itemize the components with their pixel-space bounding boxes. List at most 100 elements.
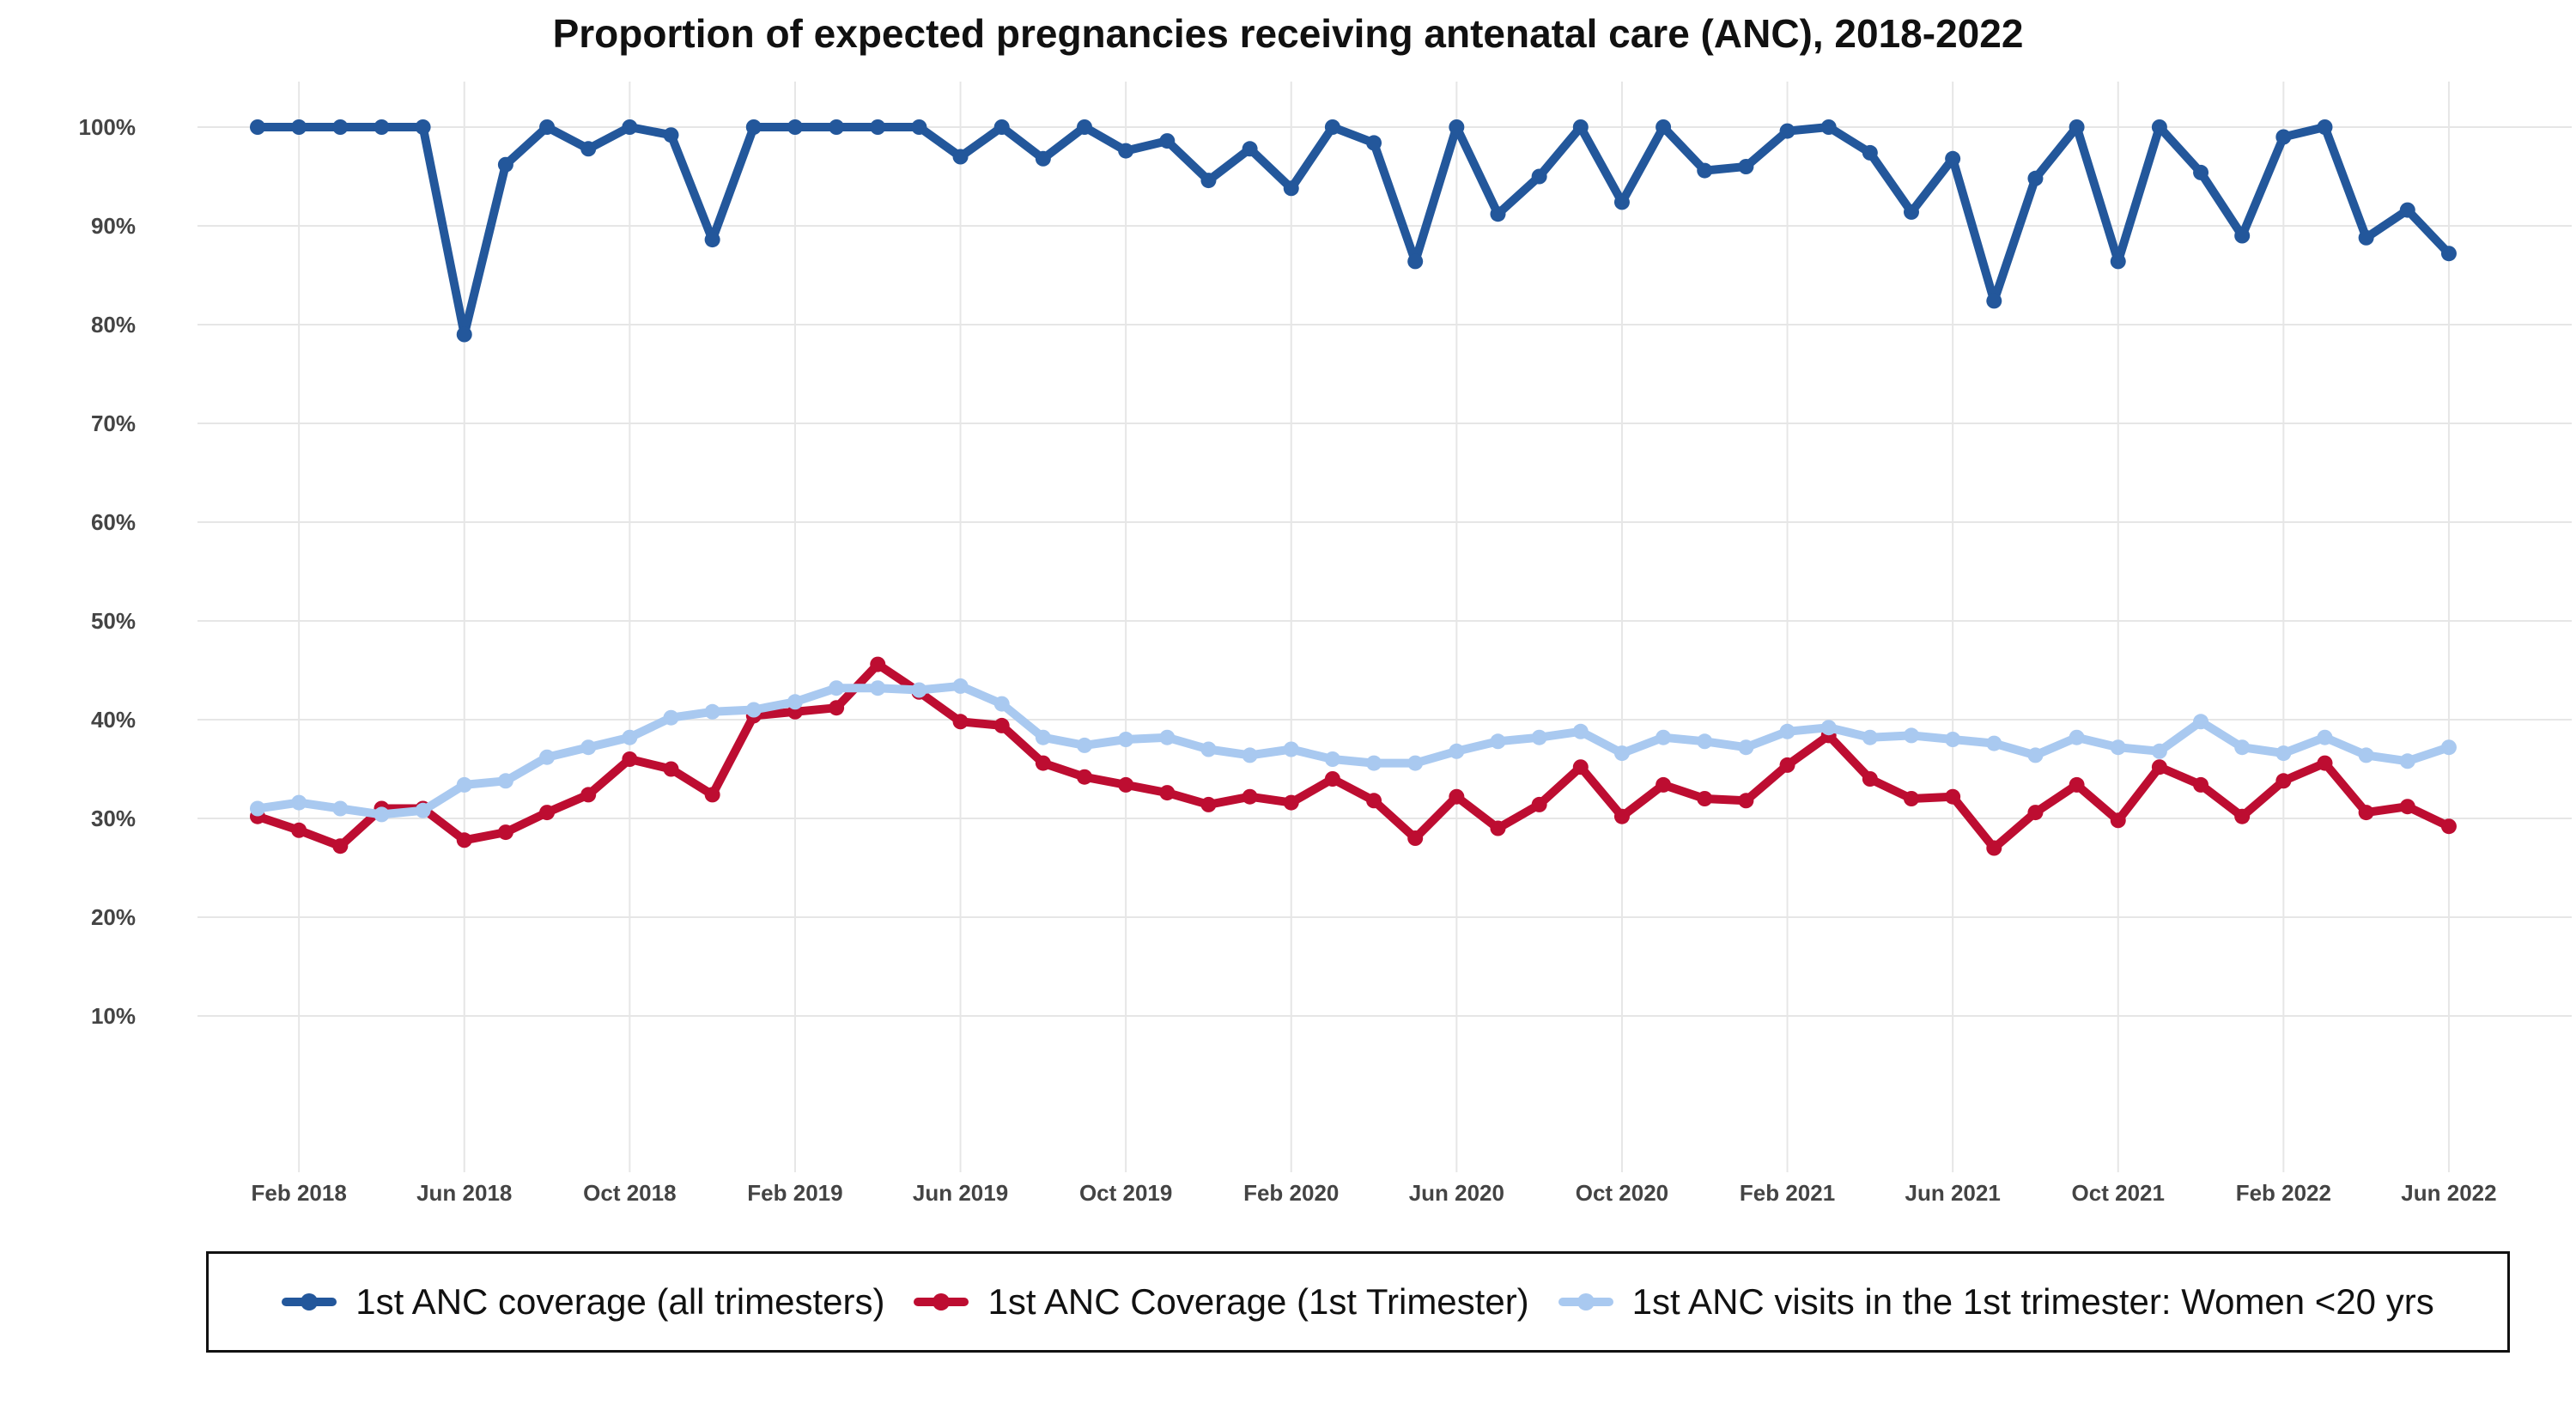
data-point [1531, 729, 1547, 745]
data-point [870, 680, 886, 696]
data-point [1118, 732, 1134, 747]
data-point [332, 800, 349, 817]
data-point [1283, 794, 1299, 811]
data-point [2440, 818, 2457, 835]
data-point [1366, 755, 1382, 771]
data-point [704, 703, 720, 720]
data-point [1366, 793, 1382, 809]
data-point [250, 800, 265, 817]
legend-label: 1st ANC coverage (all trimesters) [355, 1281, 885, 1322]
x-tick-label: Feb 2021 [1740, 1180, 1835, 1206]
data-point [2193, 776, 2209, 793]
data-point [1820, 720, 1837, 736]
data-point [1283, 180, 1299, 197]
data-point [1324, 771, 1340, 787]
data-point [415, 802, 431, 818]
data-point [1366, 135, 1382, 151]
data-point [2151, 119, 2167, 135]
data-point [250, 119, 265, 135]
data-point [704, 232, 720, 248]
data-point [456, 326, 472, 343]
data-point [870, 656, 886, 672]
x-tick-label: Oct 2021 [2072, 1180, 2165, 1206]
data-point [2275, 129, 2292, 145]
data-point [1407, 830, 1424, 846]
data-point [2440, 246, 2457, 262]
data-point [1656, 729, 1672, 745]
data-point [1613, 194, 1630, 210]
data-point [2151, 743, 2167, 759]
data-point [1904, 727, 1919, 744]
data-point [1572, 119, 1589, 135]
legend-swatch [914, 1291, 969, 1313]
data-point [1118, 143, 1134, 159]
x-tick-label: Feb 2019 [747, 1180, 842, 1206]
data-point [829, 680, 845, 696]
data-point [870, 119, 886, 135]
y-tick-label: 40% [91, 707, 136, 733]
data-point [1449, 119, 1465, 135]
series-line [253, 123, 2453, 339]
data-point [1697, 733, 1713, 750]
data-point [291, 822, 307, 838]
x-tick-label: Oct 2018 [583, 1180, 676, 1206]
x-tick-label: Oct 2020 [1576, 1180, 1668, 1206]
data-point [952, 678, 969, 694]
data-point [1862, 729, 1878, 745]
data-point [993, 717, 1010, 733]
data-point [1738, 739, 1754, 756]
series-2 [250, 656, 2457, 856]
data-point [291, 794, 307, 811]
data-point [456, 832, 472, 848]
data-point [1779, 757, 1795, 773]
data-point [993, 696, 1010, 712]
axis-tick-labels: 10% 20% 30% 40% 50% 60% 70% 80% 90% 100% Feb 2018 J… [79, 114, 2497, 1206]
data-point [539, 119, 556, 135]
data-point [663, 127, 679, 143]
data-point [829, 700, 845, 716]
data-point [497, 156, 513, 173]
data-point [911, 682, 927, 698]
data-point [374, 119, 390, 135]
data-point [1656, 119, 1672, 135]
data-point [704, 787, 720, 803]
data-point [2193, 714, 2209, 730]
data-point [1077, 769, 1092, 785]
y-tick-label: 30% [91, 806, 136, 831]
legend-label: 1st ANC visits in the 1st trimester: Wom… [1631, 1281, 2434, 1322]
data-point [1035, 755, 1051, 771]
data-point [1862, 144, 1878, 161]
data-point [2069, 119, 2085, 135]
data-point [2317, 755, 2333, 771]
data-point [1118, 776, 1134, 793]
data-point [291, 119, 307, 135]
data-point [1945, 788, 1961, 805]
data-point [1449, 788, 1465, 805]
data-point [1242, 788, 1258, 805]
x-tick-label: Jun 2019 [913, 1180, 1008, 1206]
data-point [1656, 776, 1672, 793]
data-point [2027, 747, 2044, 763]
x-tick-label: Jun 2022 [2401, 1180, 2496, 1206]
data-point [1945, 150, 1961, 167]
data-point [1159, 729, 1176, 745]
data-point [1035, 150, 1051, 167]
data-point [2027, 805, 2044, 821]
gridlines [197, 82, 2572, 1172]
legend-swatch [1558, 1291, 1613, 1313]
data-point [2069, 776, 2085, 793]
data-point [1986, 840, 2002, 856]
data-point [663, 761, 679, 777]
data-point [1200, 796, 1217, 812]
data-point [1531, 796, 1547, 812]
data-point [2275, 745, 2292, 762]
data-point [1904, 791, 1919, 806]
data-point [2110, 812, 2126, 829]
data-point [1738, 159, 1754, 174]
data-point [1613, 745, 1630, 762]
data-series [250, 119, 2457, 856]
data-point [952, 149, 969, 165]
data-point [1490, 206, 1506, 222]
data-point [2234, 808, 2251, 824]
y-tick-label: 10% [91, 1003, 136, 1029]
